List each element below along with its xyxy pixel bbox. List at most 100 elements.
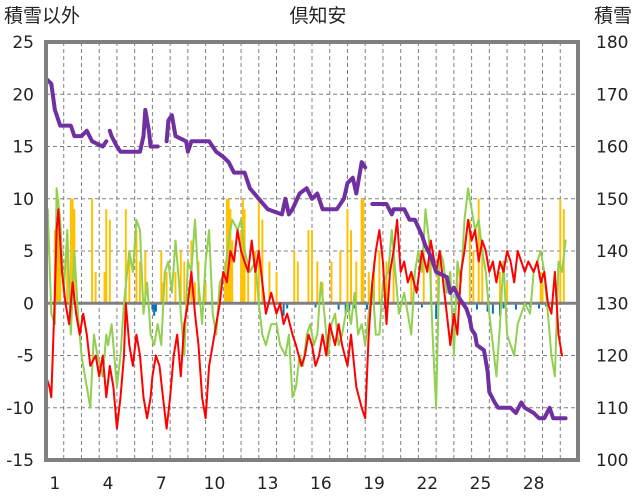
left-tick-label: -10 (6, 399, 34, 419)
x-tick-label: 1 (49, 474, 60, 494)
snowfall_bars-bar (350, 230, 352, 304)
snowfall_bars-bar (385, 261, 388, 304)
snowfall_bars-bar (224, 261, 227, 304)
snowfall_bars-bar (241, 198, 244, 304)
chart-title: 倶知安 (289, 5, 346, 27)
line-series (44, 76, 568, 430)
x-tick-label: 19 (363, 474, 385, 494)
snowfall_bars-bar (94, 271, 97, 304)
precip_bars-bar (286, 303, 289, 309)
precip_bars-bar (502, 303, 505, 309)
snowfall_bars-bar (307, 230, 310, 304)
snow_depth-line (107, 107, 160, 154)
snowfall_bars-bar (498, 271, 501, 304)
snowfall_bars-bar (227, 198, 230, 304)
snowfall_bars-bar (362, 198, 365, 304)
right-tick-label: 130 (596, 294, 628, 314)
snowfall_bars-bar (330, 261, 333, 304)
snowfall_bars-bar (296, 261, 299, 304)
right-tick-label: 120 (596, 347, 628, 367)
snowfall_bars-bar (108, 219, 111, 304)
x-tick-label: 22 (416, 474, 438, 494)
right-axis-title: 積雪 (594, 5, 632, 27)
left-tick-label: 0 (23, 294, 34, 314)
x-tick-label: 16 (310, 474, 332, 494)
right-tick-label: 180 (596, 33, 628, 53)
snowfall_bars-bar (541, 282, 544, 304)
snowfall_bars-bar (231, 240, 234, 304)
snowfall_bars-bar (355, 261, 358, 304)
snowfall_bars-bar (373, 261, 376, 304)
snowfall_bars-bar (243, 209, 246, 304)
snowfall_bars-bar (247, 261, 250, 304)
snow_depth-line (370, 202, 568, 421)
snowfall_bars-bar (506, 282, 509, 304)
right-tick-label: 140 (596, 242, 628, 262)
snowfall_bars-bar (410, 271, 413, 304)
right-tick-label: 110 (596, 399, 628, 419)
left-axis-title: 積雪以外 (4, 5, 80, 27)
snowfall_bars-bar (174, 271, 177, 304)
x-tick-label: 4 (103, 474, 114, 494)
snowfall_bars-bar (57, 198, 60, 304)
x-axis-ticks: 1 4 7 10 13 16 19 22 25 28 (49, 474, 544, 494)
snowfall_bars-bar (179, 251, 182, 304)
snowfall_bars-bar (539, 271, 542, 304)
left-tick-label: -5 (17, 347, 34, 367)
max_temp_line-line (45, 187, 567, 409)
precip_bars-bar (153, 303, 156, 316)
snowfall_bars-bar (204, 282, 207, 304)
snowfall_bars-bar (160, 251, 163, 304)
precip_bars-bar (282, 303, 285, 316)
precip_bars-bar (545, 303, 548, 307)
snow_depth-line (164, 113, 368, 217)
snowfall_bars-bar (275, 271, 278, 304)
precip_bars-bar (348, 303, 351, 312)
snowfall_bars-bar (128, 251, 131, 304)
bar-series (53, 198, 565, 319)
right-axis-ticks: 180 170 160 150 140 130 120 110 100 (596, 33, 628, 471)
snowfall_bars-bar (293, 251, 296, 304)
left-tick-label: 15 (12, 138, 34, 158)
snowfall_bars-bar (436, 261, 439, 304)
left-axis-ticks: 25 20 15 10 5 0 -5 -10 -15 (6, 33, 34, 471)
precip_bars-bar (435, 303, 438, 319)
x-tick-label: 7 (156, 474, 167, 494)
snowfall_bars-bar (261, 219, 264, 304)
precip_bars-bar (365, 303, 368, 310)
snowfall_bars-bar (472, 251, 475, 304)
snowfall_bars-bar (559, 198, 562, 304)
x-tick-label: 13 (257, 474, 279, 494)
snowfall_bars-bar (360, 198, 363, 304)
right-tick-label: 170 (596, 85, 628, 105)
snowfall_bars-bar (477, 198, 480, 304)
snowfall_bars-bar (139, 261, 141, 304)
x-tick-label: 28 (523, 474, 545, 494)
left-tick-label: 20 (12, 85, 34, 105)
snowfall_bars-bar (481, 240, 484, 304)
snowfall_bars-bar (339, 251, 342, 304)
snowfall_bars-bar (124, 209, 127, 304)
snowfall_bars-bar (59, 240, 62, 304)
precip_bars-bar (514, 303, 517, 310)
snowfall_bars-bar (135, 230, 138, 304)
snowfall_bars-bar (71, 198, 74, 304)
precip_bars-bar (353, 303, 356, 309)
precip_bars-bar (151, 303, 154, 310)
precip_bars-bar (538, 303, 540, 309)
precip_bars-bar (337, 303, 340, 310)
snowfall_bars-bar (183, 261, 186, 304)
right-tick-label: 160 (596, 138, 628, 158)
snowfall_bars-bar (165, 271, 168, 304)
snowfall_bars-bar (367, 271, 370, 304)
precip_bars-bar (420, 303, 423, 308)
snowfall_bars-bar (392, 251, 395, 304)
snowfall_bars-bar (254, 251, 257, 304)
snowfall_bars-bar (468, 219, 471, 304)
snowfall_bars-bar (316, 261, 319, 304)
precip_bars-bar (475, 303, 478, 310)
snowfall_bars-bar (66, 251, 69, 304)
min_temp_line-line (45, 208, 563, 430)
left-tick-label: 10 (12, 190, 34, 210)
snowfall_bars-bar (144, 251, 147, 304)
